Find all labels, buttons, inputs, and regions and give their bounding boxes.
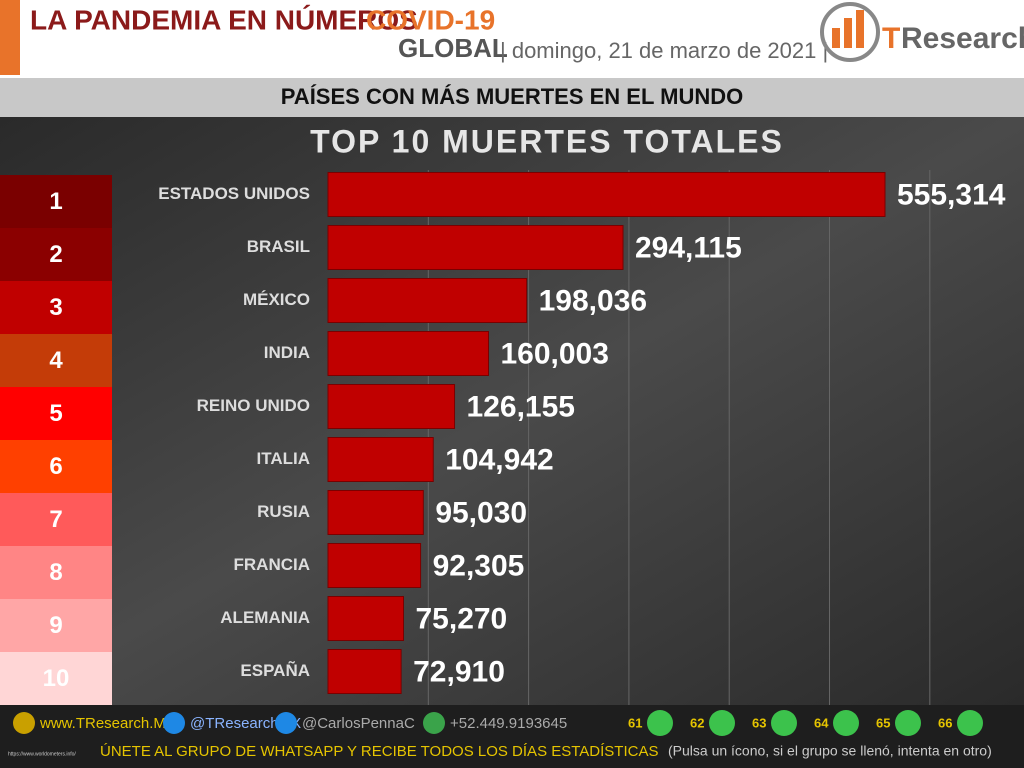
group-number: 64 xyxy=(814,715,829,730)
header-accent xyxy=(0,0,20,75)
value-label: 92,305 xyxy=(433,549,525,582)
rank-box xyxy=(0,546,112,599)
rank-box xyxy=(0,175,112,228)
whatsapp-icon[interactable] xyxy=(771,710,797,736)
category-label: REINO UNIDO xyxy=(197,396,310,415)
footer: www.TResearch.Mx @TResearchMX @CarlosPenna… xyxy=(13,710,983,736)
whatsapp-icon[interactable] xyxy=(647,710,673,736)
subtitle-band xyxy=(0,78,1024,117)
rank-label: 9 xyxy=(49,612,62,639)
rank-label: 10 xyxy=(43,665,70,692)
value-label: 104,942 xyxy=(445,443,553,476)
rank-box xyxy=(0,387,112,440)
chart: 1 2 3 4 5 6 7 8 9 10 ESTADOS UNIDOS 555,314 BRASIL 29… xyxy=(0,170,1006,705)
category-label: ESPAÑA xyxy=(240,660,310,680)
footer-link: +52.449.9193645 xyxy=(450,715,567,732)
whatsapp-icon[interactable] xyxy=(957,710,983,736)
header-scope: GLOBAL xyxy=(398,33,508,63)
header-highlight: COVID-19 xyxy=(366,4,495,35)
footer-link: www.TResearch.Mx xyxy=(39,715,174,732)
value-label: 72,910 xyxy=(413,655,505,688)
value-label: 75,270 xyxy=(415,602,507,635)
rank-label: 8 xyxy=(49,559,62,586)
value-label: 126,155 xyxy=(467,390,575,423)
bar xyxy=(327,278,528,323)
category-label: RUSIA xyxy=(257,502,310,521)
group-number: 62 xyxy=(690,715,704,730)
whatsapp-icon[interactable] xyxy=(895,710,921,736)
rank-label: 7 xyxy=(49,506,62,533)
group-number: 61 xyxy=(628,715,642,730)
whatsapp-icon[interactable] xyxy=(833,710,859,736)
bar xyxy=(327,225,624,270)
header-title: LA PANDEMIA EN NÚMEROS xyxy=(30,4,418,35)
rank-box xyxy=(0,334,112,387)
category-label: ITALIA xyxy=(256,449,310,468)
chart-title: TOP 10 MUERTES TOTALES xyxy=(310,123,784,159)
link-icon xyxy=(275,712,297,734)
logo-bar xyxy=(844,18,852,48)
bar xyxy=(327,649,402,694)
value-label: 95,030 xyxy=(435,496,527,529)
bar xyxy=(327,437,434,482)
logo-ring xyxy=(820,2,880,62)
logo-t: T xyxy=(882,22,900,55)
category-label: ESTADOS UNIDOS xyxy=(158,184,310,203)
footer-source: https://www.worldometers.info/ xyxy=(8,751,76,757)
value-label: 294,115 xyxy=(635,231,742,264)
rank-label: 3 xyxy=(49,294,62,321)
category-label: BRASIL xyxy=(247,237,310,256)
bar xyxy=(327,596,404,641)
rank-label: 2 xyxy=(49,241,62,268)
bar xyxy=(327,331,489,376)
rank-box xyxy=(0,599,112,652)
rank-label: 6 xyxy=(49,453,62,480)
value-label: 160,003 xyxy=(500,337,608,370)
subtitle: PAÍSES CON MÁS MUERTES EN EL MUNDO xyxy=(281,84,743,109)
category-label: ALEMANIA xyxy=(220,608,310,627)
rank-box xyxy=(0,281,112,334)
bar xyxy=(327,384,456,429)
rank-box xyxy=(0,652,112,705)
group-number: 66 xyxy=(938,715,952,730)
link-icon xyxy=(163,712,185,734)
footer-link: @TResearchMX xyxy=(190,715,301,732)
phone-icon xyxy=(423,712,445,734)
rank-label: 1 xyxy=(49,188,62,215)
whatsapp-icon[interactable] xyxy=(709,710,735,736)
header-bg xyxy=(0,0,1024,78)
rank-box xyxy=(0,440,112,493)
footer-link: @CarlosPennaC xyxy=(302,715,415,732)
bar xyxy=(327,543,422,588)
logo-bar xyxy=(856,10,864,48)
header-date: | domingo, 21 de marzo de 2021 | xyxy=(500,38,828,63)
link-icon xyxy=(13,712,35,734)
rank-label: 5 xyxy=(49,400,62,427)
logo-bar xyxy=(832,28,840,48)
value-label: 555,314 xyxy=(897,178,1006,211)
rank-label: 4 xyxy=(49,347,63,374)
rank-box xyxy=(0,493,112,546)
bar xyxy=(327,172,886,217)
footer-note: (Pulsa un ícono, si el grupo se llenó, i… xyxy=(668,743,992,759)
category-label: FRANCIA xyxy=(234,555,311,574)
logo-text: Research xyxy=(901,22,1024,55)
value-label: 198,036 xyxy=(539,284,647,317)
bar xyxy=(327,490,424,535)
category-label: MÉXICO xyxy=(243,290,310,309)
rank-box xyxy=(0,228,112,281)
group-number: 63 xyxy=(752,715,766,730)
group-number: 65 xyxy=(876,715,890,730)
category-label: INDIA xyxy=(264,343,310,362)
footer-cta: ÚNETE AL GRUPO DE WHATSAPP Y RECIBE TODO… xyxy=(100,743,658,760)
